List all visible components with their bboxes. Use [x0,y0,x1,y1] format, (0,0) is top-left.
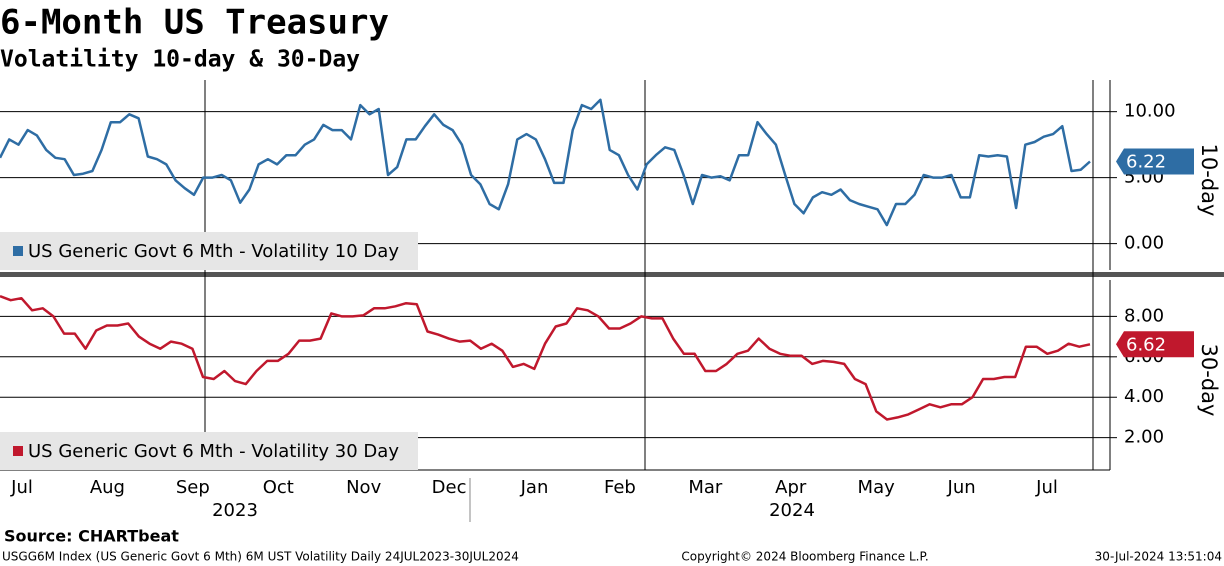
last-value-label: 6.62 [1126,334,1166,355]
x-tick-label: Dec [432,477,467,498]
y-tick-label: 2.00 [1124,427,1164,448]
y-tick-label: 10.00 [1124,101,1176,122]
y-tick-label: 0.00 [1124,233,1164,254]
year-label: 2024 [769,500,815,521]
legend-swatch [13,446,23,456]
x-tick-label: Mar [688,477,723,498]
x-tick-label: Sep [176,477,210,498]
x-tick-label: May [858,477,896,498]
legend-swatch [13,246,23,256]
y-tick-label: 4.00 [1124,386,1164,407]
last-value-label: 6.22 [1126,152,1166,173]
line-series [0,98,1091,227]
x-tick-label: Jul [1035,477,1058,498]
x-tick-label: Feb [604,477,636,498]
x-tick-label: Aug [90,477,125,498]
x-tick-label: Jan [520,477,549,498]
legend-box [0,232,418,270]
last-value-tag [1116,148,1194,175]
y-tick-label: 8.00 [1124,305,1164,326]
chart-subtitle: Volatility 10-day & 30-Day [0,47,360,73]
legend-label: US Generic Govt 6 Mth - Volatility 10 Da… [28,241,399,262]
footer-center: Copyright© 2024 Bloomberg Finance L.P. [681,550,928,564]
chart-title: 6-Month US Treasury [0,3,389,43]
legend-label: US Generic Govt 6 Mth - Volatility 30 Da… [28,441,399,462]
x-tick-label: Nov [346,477,381,498]
year-label: 2023 [212,500,258,521]
last-value-tag [1116,331,1194,358]
panel-separator [0,272,1224,277]
footer-left: USGG6M Index (US Generic Govt 6 Mth) 6M … [2,550,519,564]
source: Source: CHARTbeat [4,527,179,546]
legend-box [0,432,418,470]
x-tick-label: Jun [947,477,976,498]
x-tick-label: Oct [263,477,294,498]
y-axis-label: 10-day [1197,144,1221,217]
x-tick-label: Jul [10,477,33,498]
line-series [0,295,1091,421]
y-axis-label: 30-day [1197,344,1221,417]
x-tick-label: Apr [775,477,807,498]
footer-right: 30-Jul-2024 13:51:04 [1095,550,1222,564]
